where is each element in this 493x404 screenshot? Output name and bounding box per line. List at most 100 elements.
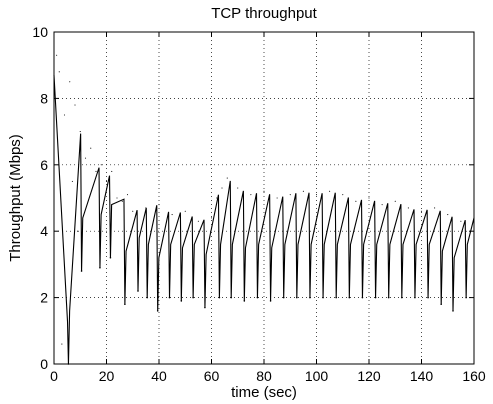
- trough-point-4: [124, 303, 126, 306]
- envelope-point-34: [289, 194, 291, 196]
- envelope-point-25: [197, 220, 199, 222]
- x-tick-label-6: 120: [357, 368, 381, 384]
- x-tick-label-8: 160: [462, 368, 486, 384]
- trough-point-31: [465, 296, 467, 299]
- x-tick-label-7: 140: [410, 368, 434, 384]
- envelope-point-22: [158, 204, 160, 206]
- y-axis-label: Throughput (Mbps): [7, 134, 24, 262]
- envelope-point-24: [184, 210, 186, 212]
- envelope-point-20: [132, 210, 134, 212]
- tick-label-layer: 0 20 40 60 80 100 120 140 160 0 2 4 6 8 10: [32, 24, 485, 384]
- envelope-point-23: [171, 214, 173, 216]
- y-tick-label-1: 2: [40, 290, 48, 306]
- tick-layer: [53, 31, 475, 365]
- trough-point-3: [109, 256, 112, 259]
- envelope-point-1: [56, 54, 58, 56]
- trough-point-19: [309, 296, 311, 299]
- envelope-point-30: [237, 187, 239, 189]
- trough-point-5: [137, 290, 139, 292]
- trough-point-15: [256, 296, 259, 299]
- envelope-point-9: [77, 230, 79, 232]
- trough-point-22: [348, 296, 351, 299]
- envelope-point-28: [221, 187, 223, 189]
- envelope-point-14: [100, 164, 102, 166]
- envelope-point-21: [145, 207, 147, 209]
- envelope-point-11: [84, 157, 87, 159]
- envelope-point-37: [329, 190, 331, 192]
- envelope-point-26: [210, 217, 213, 219]
- y-tick-label-2: 4: [40, 223, 48, 239]
- trough-point-7: [156, 310, 159, 312]
- trough-point-8: [168, 296, 171, 299]
- trough-point-17: [282, 296, 285, 299]
- envelope-point-8: [74, 104, 76, 106]
- trough-point-9: [180, 300, 183, 302]
- trough-point-21: [335, 296, 337, 299]
- x-tick-label-4: 80: [256, 368, 272, 384]
- envelope-point-4: [63, 114, 66, 116]
- envelope-point-17: [116, 197, 118, 199]
- envelope-point-44: [420, 210, 423, 212]
- x-tick-label-1: 20: [99, 368, 115, 384]
- envelope-point-29: [226, 177, 228, 179]
- x-tick-label-0: 0: [50, 368, 58, 384]
- envelope-point-42: [394, 200, 396, 202]
- envelope-point-15: [105, 180, 108, 182]
- trough-point-10: [192, 296, 194, 299]
- envelope-point-2: [58, 71, 60, 73]
- trough-point-16: [269, 300, 272, 302]
- trough-point-20: [322, 296, 324, 299]
- y-tick-label-3: 6: [40, 157, 48, 173]
- trough-point-2: [99, 266, 101, 269]
- trough-point-11: [204, 306, 206, 309]
- envelope-point-35: [302, 190, 304, 192]
- trough-point-6: [146, 296, 148, 299]
- envelope-point-18: [121, 200, 123, 202]
- envelope-point-40: [368, 197, 370, 199]
- envelope-point-12: [90, 147, 92, 149]
- envelope-point-36: [315, 194, 318, 196]
- y-tick-label-5: 10: [32, 24, 48, 40]
- envelope-point-19: [126, 194, 129, 196]
- series-layer: [53, 54, 475, 365]
- envelope-point-47: [460, 220, 462, 222]
- envelope-point-7: [71, 180, 73, 182]
- trough-point-27: [414, 296, 416, 299]
- envelope-point-27: [216, 197, 218, 199]
- envelope-point-31: [250, 194, 252, 196]
- envelope-point-38: [342, 194, 344, 196]
- envelope-point-41: [381, 204, 383, 206]
- envelope-point-39: [355, 200, 357, 202]
- trough-point-18: [296, 296, 298, 299]
- trough-point-13: [230, 296, 232, 299]
- trough-point-24: [374, 296, 377, 299]
- chart-title: TCP throughput: [211, 5, 317, 22]
- envelope-point-32: [263, 190, 265, 192]
- trough-point-29: [440, 303, 442, 306]
- x-tick-label-5: 100: [305, 368, 329, 384]
- grid-layer: [54, 32, 474, 364]
- y-tick-label-0: 0: [40, 356, 48, 372]
- trough-point-30: [452, 310, 454, 312]
- envelope-point-43: [407, 207, 409, 209]
- envelope-point-16: [111, 170, 113, 172]
- trough-point-23: [361, 296, 364, 299]
- envelope-point-33: [276, 197, 278, 199]
- trough-point-14: [243, 300, 246, 302]
- envelope-point-3: [61, 343, 63, 345]
- envelope-point-6: [69, 81, 71, 83]
- trough-point-28: [427, 296, 429, 299]
- trough-point-25: [387, 296, 390, 299]
- x-tick-label-3: 60: [204, 368, 220, 384]
- envelope-point-10: [79, 131, 81, 133]
- y-tick-label-4: 8: [40, 90, 48, 106]
- x-axis-label: time (sec): [231, 384, 297, 401]
- trough-point-1: [80, 270, 83, 272]
- x-tick-label-2: 40: [151, 368, 167, 384]
- envelope-point-13: [95, 170, 97, 172]
- trough-point-26: [401, 296, 403, 299]
- trough-point-12: [218, 296, 221, 299]
- throughput-series-line: [53, 75, 475, 365]
- envelope-point-46: [447, 214, 449, 216]
